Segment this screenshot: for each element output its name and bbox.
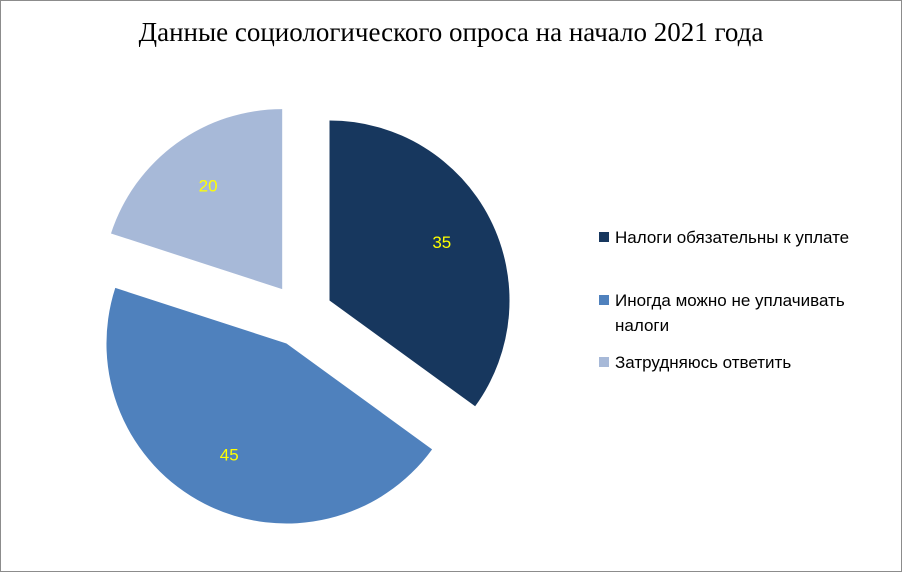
- data-label: 20: [199, 177, 218, 196]
- slice-sometimes-not-pay: [106, 287, 433, 524]
- data-label: 45: [220, 445, 239, 464]
- legend-swatch: [599, 357, 609, 367]
- data-label: 35: [432, 233, 451, 252]
- chart-title: Данные социологического опроса на начало…: [138, 17, 764, 47]
- legend-label: Налоги обязательны к уплате: [615, 228, 850, 247]
- slice-hard-to-answer: [111, 109, 283, 290]
- legend-swatch: [599, 232, 609, 242]
- slice-taxes-mandatory: [329, 120, 510, 407]
- legend-label: Затрудняюсь ответить: [615, 353, 792, 372]
- legend-swatch: [599, 295, 609, 305]
- legend-label: Иногда можно не уплачивать налоги: [615, 291, 845, 335]
